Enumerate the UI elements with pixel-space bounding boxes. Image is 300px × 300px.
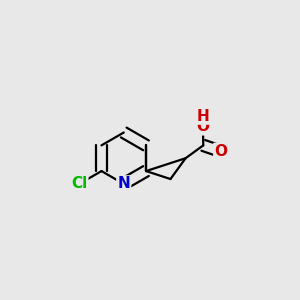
Text: H: H: [196, 109, 209, 124]
Text: N: N: [117, 176, 130, 191]
Text: O: O: [214, 144, 227, 159]
Text: O: O: [196, 119, 209, 134]
Text: Cl: Cl: [71, 176, 87, 191]
